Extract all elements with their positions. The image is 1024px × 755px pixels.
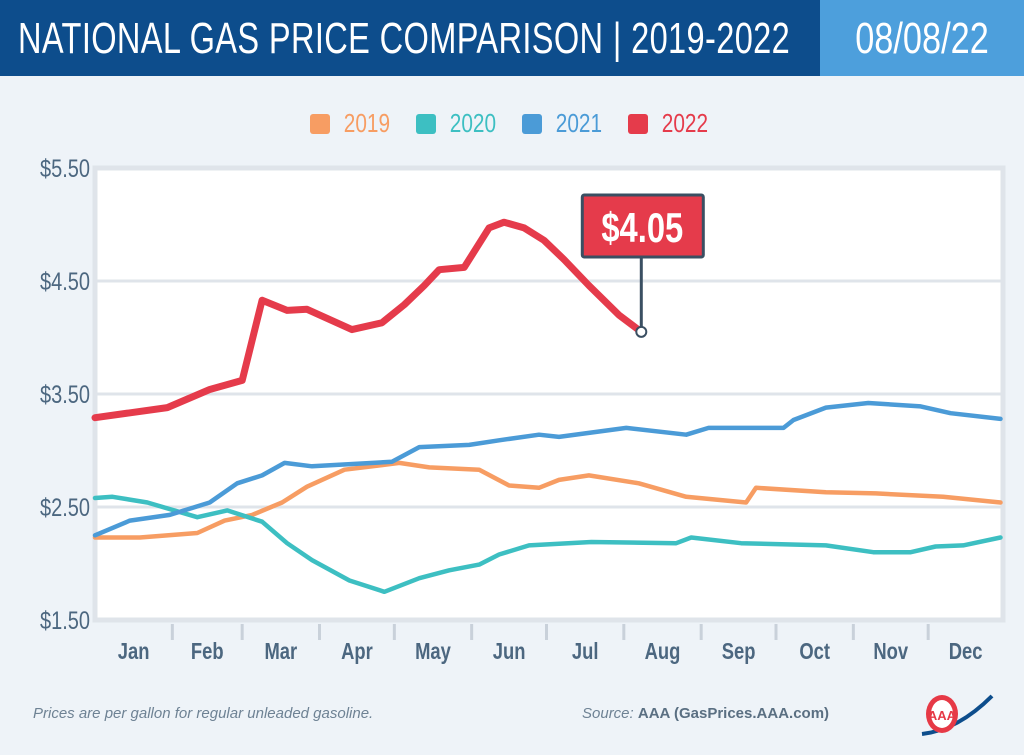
y-tick-label: $4.50: [40, 268, 90, 296]
svg-text:AAA: AAA: [928, 708, 957, 723]
x-tick-label: May: [415, 639, 451, 664]
x-tick-label: Mar: [264, 639, 297, 664]
callout-marker: [635, 325, 648, 338]
title-bar: NATIONAL GAS PRICE COMPARISON | 2019-202…: [0, 0, 820, 76]
y-tick-label: $5.50: [40, 155, 90, 183]
y-tick-label: $3.50: [40, 381, 90, 409]
legend-swatch: [522, 113, 542, 134]
source-prefix: Source:: [582, 705, 634, 722]
legend-item-2019: 2019: [310, 108, 396, 139]
legend-swatch: [416, 113, 437, 134]
series-line-2021: [92, 400, 1003, 538]
legend-item-2021: 2021: [522, 108, 608, 139]
series-line-2020: [92, 494, 1003, 595]
date-box: 08/08/22: [820, 0, 1024, 76]
source-name: AAA (GasPrices.AAA.com): [637, 705, 830, 722]
legend-swatch: [627, 113, 648, 134]
x-tick-label: Nov: [873, 639, 908, 664]
x-tick-label: Feb: [191, 639, 224, 664]
callout-label: $4.05: [601, 204, 683, 251]
legend-swatch: [310, 113, 331, 134]
x-tick-label: Jun: [493, 639, 526, 664]
source-credit: Source: AAA (GasPrices.AAA.com): [582, 705, 829, 722]
x-tick-label: Jan: [118, 639, 150, 664]
footnote: Prices are per gallon for regular unlead…: [33, 705, 374, 722]
x-tick-label: Aug: [645, 639, 681, 664]
series-line-2022: [91, 218, 645, 422]
y-tick-label: $1.50: [40, 607, 90, 635]
x-tick-label: Apr: [341, 639, 373, 664]
y-tick-label: $2.50: [40, 494, 90, 522]
chart-date: 08/08/22: [855, 14, 989, 63]
line-chart: $5.50 $4.50 $3.50 $2.50 $1.50 Jan Feb Mar Apr May…: [40, 155, 1006, 665]
x-tick-label: Jul: [572, 639, 599, 664]
legend-label: 2021: [555, 108, 603, 138]
x-tick-label: Sep: [722, 639, 756, 664]
legend: 2019 2020 2021 2022: [0, 108, 1024, 139]
legend-item-2022: 2022: [627, 108, 714, 139]
legend-item-2020: 2020: [416, 108, 502, 139]
x-tick-label: Dec: [949, 639, 983, 664]
legend-label: 2019: [344, 108, 391, 138]
legend-label: 2020: [449, 108, 497, 138]
chart-title: NATIONAL GAS PRICE COMPARISON | 2019-202…: [18, 14, 791, 63]
callout-box: [580, 193, 705, 259]
legend-label: 2022: [661, 108, 708, 138]
aaa-logo: AAA: [921, 694, 994, 736]
x-tick-label: Oct: [799, 639, 830, 664]
